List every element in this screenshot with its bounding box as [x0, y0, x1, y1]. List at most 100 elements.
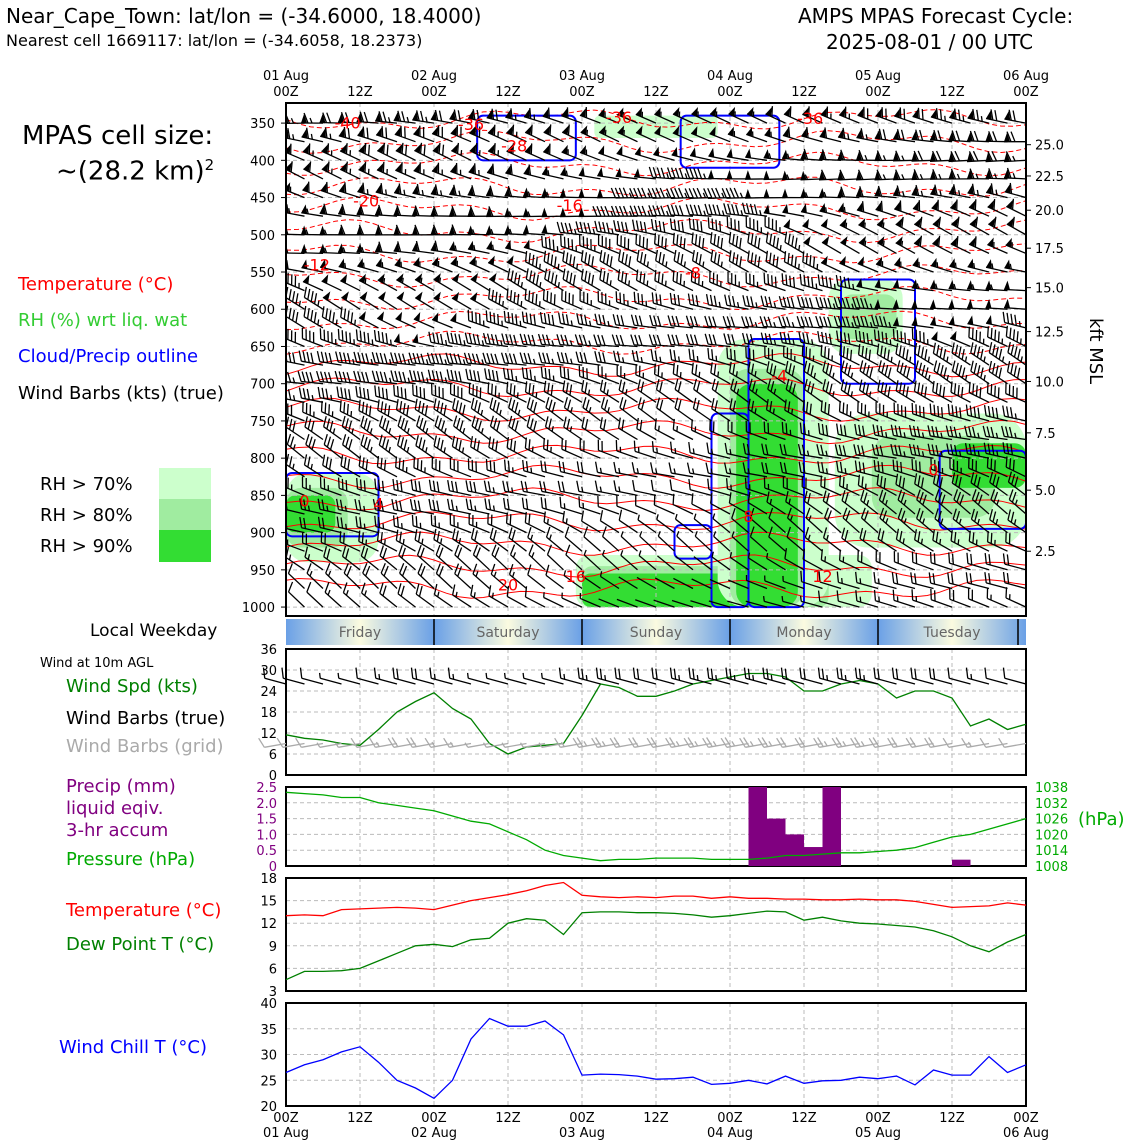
barb-full	[435, 563, 441, 574]
wind-barb	[411, 224, 435, 236]
barb-pennant	[376, 127, 382, 137]
wind-barb	[353, 351, 379, 366]
barb-full	[396, 516, 399, 528]
wind-barb	[325, 563, 342, 589]
wind-barb	[450, 125, 472, 143]
barb-full	[348, 439, 353, 450]
barb-pennant	[450, 256, 458, 266]
barb-full	[309, 404, 312, 416]
wind-barb	[380, 562, 398, 589]
barb-full	[422, 420, 427, 432]
wind-barb	[468, 163, 490, 180]
wind-barb	[286, 416, 305, 441]
barb-full	[294, 275, 297, 287]
wind-barb	[446, 369, 472, 385]
barb-full	[396, 205, 402, 216]
barb-staff	[394, 264, 416, 273]
barb-full	[434, 515, 437, 527]
wind-barb	[412, 183, 435, 199]
barb-staff	[414, 149, 435, 161]
wind-barb	[356, 204, 379, 217]
wind-barb	[373, 329, 398, 348]
barb-full	[347, 459, 351, 470]
barb-full	[438, 353, 444, 365]
barb-staff	[431, 318, 453, 329]
wind-barb	[321, 161, 342, 180]
barb-full	[438, 386, 441, 398]
barb-full	[382, 585, 387, 597]
barb-pennant	[302, 144, 310, 154]
barb-pennant	[358, 143, 366, 154]
wind-barb	[415, 435, 435, 459]
barb-staff	[286, 359, 287, 366]
barb-full	[378, 479, 381, 491]
wind-barb	[447, 479, 472, 497]
barb-full	[378, 111, 383, 122]
wind-barb	[431, 162, 453, 180]
barb-full	[338, 371, 343, 382]
wind-barb	[431, 312, 453, 329]
barb-full	[450, 499, 455, 511]
barb-full	[400, 387, 403, 399]
barb-half	[332, 428, 336, 434]
barb-full	[396, 479, 399, 491]
barb-full	[476, 109, 480, 121]
wind-barb	[355, 516, 379, 534]
wind-barb	[450, 312, 472, 329]
barb-full	[416, 371, 421, 382]
wind-barb	[430, 205, 453, 217]
wind-barb	[286, 286, 305, 310]
barb-half	[421, 538, 424, 545]
barb-full	[431, 457, 434, 469]
wind-barb	[411, 205, 435, 217]
barb-full	[469, 206, 476, 217]
wind-barb	[286, 252, 287, 255]
barb-full	[436, 437, 441, 449]
barb-half	[329, 133, 332, 140]
wind-barb	[320, 181, 342, 199]
barb-full	[326, 436, 332, 448]
barb-full	[454, 563, 460, 574]
wind-barb	[319, 112, 342, 124]
barb-half	[279, 283, 283, 288]
barb-full	[458, 402, 463, 414]
barb-full	[423, 388, 426, 400]
barb-full	[436, 530, 440, 542]
barb-pennant	[396, 273, 404, 283]
wind-barb	[337, 328, 361, 348]
barb-full	[358, 530, 361, 542]
wind-barb	[341, 545, 361, 571]
wind-barb	[412, 384, 435, 403]
barb-pennant	[302, 274, 310, 285]
wind-barb	[454, 544, 472, 571]
wind-barb	[433, 528, 453, 552]
barb-staff	[396, 296, 416, 310]
barb-staff	[356, 120, 379, 124]
barb-half	[456, 260, 458, 267]
barb-pennant	[301, 113, 308, 124]
barb-full	[471, 185, 476, 196]
barb-full	[378, 241, 383, 253]
barb-pennant	[412, 206, 419, 216]
barb-full	[401, 547, 406, 559]
barb-half	[460, 150, 463, 156]
wind-barb	[362, 562, 379, 589]
barb-full	[457, 386, 459, 398]
barb-pennant	[319, 113, 326, 123]
wind-barb	[449, 383, 472, 403]
barb-full	[279, 350, 285, 361]
barb-pennant	[340, 274, 348, 284]
barb-half	[292, 395, 296, 401]
barb-pennant	[357, 127, 364, 138]
barb-full	[323, 329, 326, 341]
wind-barb	[433, 398, 453, 422]
legend-cloud: Cloud/Precip outline	[18, 346, 199, 367]
barb-full	[303, 305, 307, 317]
barb-staff	[337, 251, 361, 255]
barb-full	[339, 531, 342, 542]
barb-full	[435, 370, 440, 382]
wind-barb	[358, 273, 379, 292]
barb-full	[362, 126, 365, 138]
barb-full	[385, 127, 388, 139]
barb-half	[458, 190, 461, 197]
